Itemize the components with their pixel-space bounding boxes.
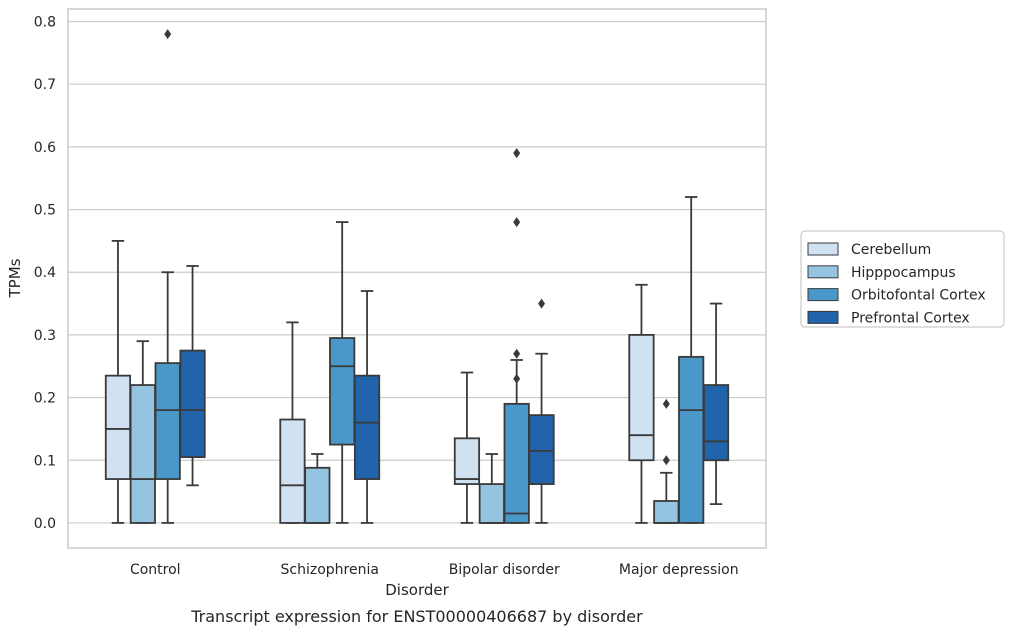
outlier-point <box>513 373 521 384</box>
plot-frame <box>67 8 767 549</box>
box-iqr <box>329 337 356 446</box>
box-iqr <box>304 466 331 524</box>
x-axis-label: Disorder <box>385 581 449 599</box>
outlier-point <box>513 348 521 359</box>
box-cerebellum-major-depression <box>628 283 655 524</box>
box-cerebellum-schizophrenia <box>279 321 306 524</box>
y-axis-label: TPMs <box>6 258 24 298</box>
box-iqr <box>702 384 730 462</box>
box-orbitofontal-cortex-bipolar-disorder <box>503 148 530 524</box>
y-tick-label: 0.6 <box>34 140 56 156</box>
box-prefrontal-cortex-control <box>179 265 206 487</box>
y-tick-label: 0.5 <box>34 203 56 219</box>
box-hipppocampus-major-depression <box>653 398 680 524</box>
box-iqr <box>453 437 481 485</box>
y-tick-label: 0.0 <box>34 516 56 532</box>
legend-label: Orbitofontal Cortex <box>851 288 986 304</box>
legend-label: Cerebellum <box>851 242 931 258</box>
x-tick-label: Schizophrenia <box>281 562 379 578</box>
chart-caption: Transcript expression for ENST0000040668… <box>190 607 643 626</box>
outlier-point <box>513 217 521 228</box>
outlier-point <box>164 29 172 40</box>
box-iqr <box>179 349 206 459</box>
box-orbitofontal-cortex-schizophrenia <box>329 221 356 524</box>
y-tick-label: 0.3 <box>34 328 56 344</box>
box-hipppocampus-schizophrenia <box>304 453 331 524</box>
outlier-point <box>662 398 670 409</box>
outlier-point <box>538 298 546 309</box>
box-iqr <box>154 362 181 480</box>
y-tick-label: 0.1 <box>34 453 56 469</box>
box-iqr <box>628 334 655 462</box>
box-iqr <box>528 414 555 485</box>
box-iqr <box>129 384 156 524</box>
y-tick-label: 0.7 <box>34 77 56 93</box>
x-tick-label: Control <box>130 562 181 578</box>
box-prefrontal-cortex-bipolar-disorder <box>528 298 555 524</box>
x-tick-labels: Control Schizophrenia Bipolar disorder Majo… <box>130 562 739 578</box>
box-iqr <box>503 402 530 524</box>
box-iqr <box>653 500 680 524</box>
outlier-point <box>513 148 521 159</box>
y-tick-labels: 0.0 0.1 0.2 0.3 0.4 0.5 0.6 0.7 0.8 <box>34 15 56 532</box>
x-tick-label: Bipolar disorder <box>449 562 560 578</box>
x-tick-label: Major depression <box>619 562 739 578</box>
box-orbitofontal-cortex-major-depression <box>678 196 705 524</box>
legend-swatch <box>807 310 839 324</box>
box-iqr <box>279 418 306 524</box>
box-iqr <box>678 355 705 524</box>
outlier-point <box>662 455 670 466</box>
box-orbitofontal-cortex-control <box>154 29 181 524</box>
box-groups <box>104 29 730 524</box>
legend-swatch <box>807 288 839 302</box>
box-prefrontal-cortex-major-depression <box>702 302 730 506</box>
box-prefrontal-cortex-schizophrenia <box>353 290 381 524</box>
box-cerebellum-bipolar-disorder <box>453 371 481 524</box>
legend-swatch <box>807 242 839 256</box>
box-cerebellum-control <box>104 239 132 524</box>
legend-label: Hipppocampus <box>851 265 956 281</box>
legend-label: Prefrontal Cortex <box>851 310 970 326</box>
legend: Cerebellum Hipppocampus Orbitofontal Corte… <box>800 230 1005 328</box>
box-hipppocampus-control <box>129 340 156 524</box>
box-iqr <box>478 483 505 524</box>
y-tick-label: 0.2 <box>34 391 56 407</box>
y-tick-label: 0.8 <box>34 15 56 31</box>
box-iqr <box>353 374 381 480</box>
box-iqr <box>104 374 132 480</box>
legend-frame <box>800 230 1005 328</box>
legend-swatch <box>807 265 839 279</box>
y-tick-label: 0.4 <box>34 265 56 281</box>
box-hipppocampus-bipolar-disorder <box>478 453 505 524</box>
